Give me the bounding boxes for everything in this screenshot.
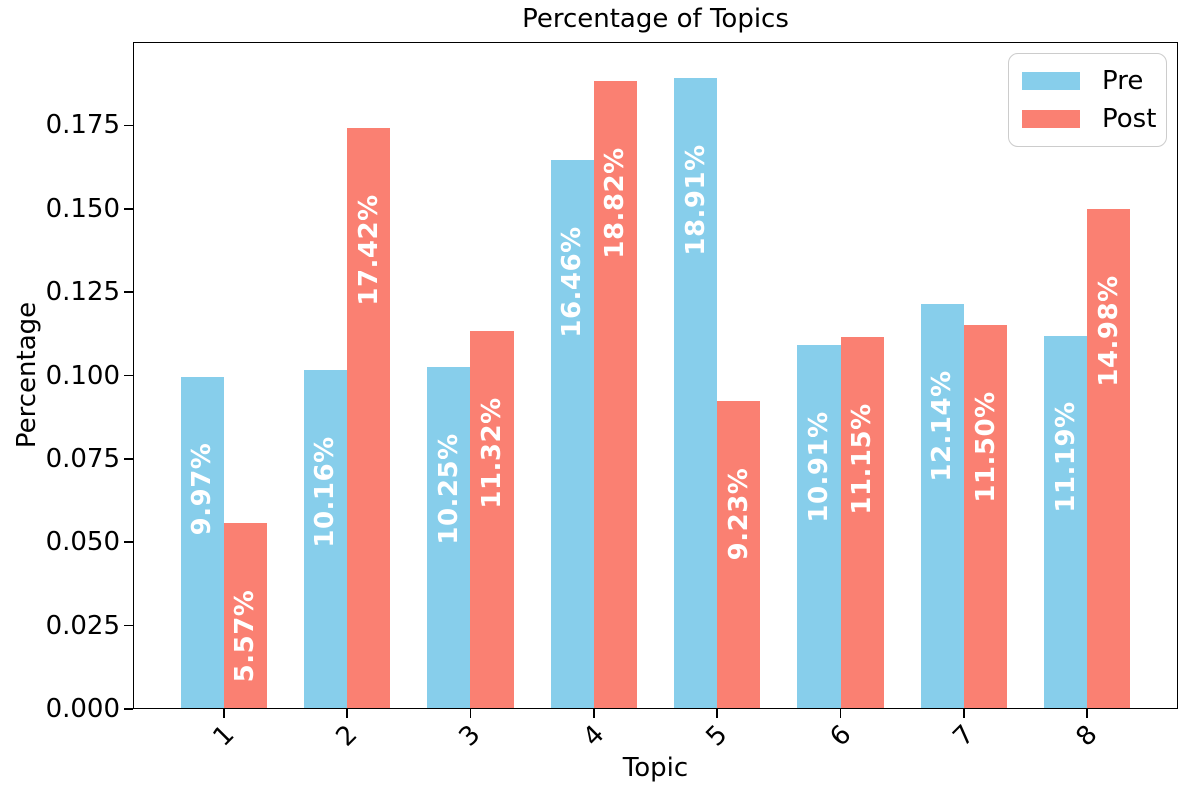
y-tick-label: 0.125	[45, 277, 120, 308]
bar-pre-topic-1: 9.97%	[180, 376, 224, 709]
bar-pre-topic-4: 16.46%	[550, 160, 594, 709]
bar-value-label: 11.15%	[847, 403, 878, 515]
bar-value-label: 16.46%	[557, 225, 588, 338]
x-tick-mark	[839, 709, 842, 718]
x-axis-ticks: 1 2 3 4 5 6 7 8	[133, 709, 1178, 769]
x-tick-label: 6	[824, 719, 858, 753]
bar-post-topic-1: 5.57%	[223, 523, 267, 709]
x-tick-mark	[469, 709, 472, 718]
y-tick-label: 0.025	[45, 610, 120, 641]
legend: Pre Post	[1008, 53, 1167, 147]
bar-pre-topic-6: 10.91%	[797, 345, 841, 709]
bar-pre-topic-5: 18.91%	[674, 78, 718, 709]
y-tick-label: 0.150	[45, 193, 120, 224]
x-tick-label: 4	[577, 719, 611, 753]
legend-label-post: Post	[1102, 104, 1157, 134]
bar-post-topic-6: 11.15%	[840, 337, 884, 709]
bar-post-topic-5: 9.23%	[717, 401, 761, 709]
x-tick-mark	[346, 709, 348, 718]
x-axis-label: Topic	[622, 753, 689, 783]
y-axis-ticks: 0.000 0.025 0.050 0.075 0.100 0.125 0.150 0.175	[46, 42, 1178, 724]
bar-pre-topic-7: 12.14%	[920, 304, 964, 709]
y-tick-label: 0.075	[45, 443, 120, 474]
legend-item-post: Post	[1022, 105, 1166, 133]
bar-pre-topic-2: 10.16%	[303, 370, 348, 709]
x-tick-mark	[1086, 709, 1089, 718]
y-tick-mark	[124, 458, 133, 460]
x-tick-label: 7	[947, 719, 981, 753]
bar-value-label: 17.42%	[353, 193, 384, 306]
y-tick-label: 0.050	[45, 527, 120, 558]
x-tick-label: 3	[453, 719, 487, 753]
y-tick-label: 0.175	[45, 110, 120, 141]
bar-post-topic-4: 18.82%	[593, 81, 637, 709]
bars-layer: 9.97% 10.16% 10.25% 16.46% 18.91% 10.91% 12.14…	[133, 42, 1178, 709]
bar-value-label: 5.57%	[230, 589, 261, 683]
bar-value-label: 10.25%	[433, 433, 464, 545]
x-tick-mark	[716, 709, 719, 718]
bar-value-label: 10.16%	[310, 436, 341, 548]
bar-value-label: 10.91%	[803, 411, 834, 523]
chart-title: Percentage of Topics	[522, 4, 789, 34]
bar-value-label: 18.82%	[600, 147, 631, 259]
bar-value-label: 11.50%	[970, 391, 1001, 503]
bar-value-label: 11.32%	[477, 397, 507, 509]
x-tick-mark	[222, 709, 225, 718]
bar-post-topic-2: 17.42%	[347, 128, 391, 709]
bar-value-label: 14.98%	[1093, 275, 1124, 387]
bar-post-topic-3: 11.32%	[470, 331, 514, 709]
bar-value-label: 9.97%	[187, 442, 218, 536]
bar-pre-topic-8: 11.19%	[1044, 335, 1088, 709]
x-tick-label: 8	[1070, 719, 1104, 753]
bar-value-label: 11.19%	[1050, 401, 1081, 513]
y-tick-mark	[124, 207, 133, 210]
x-tick-label: 1	[207, 719, 241, 753]
bar-value-label: 9.23%	[723, 467, 754, 561]
y-tick-mark	[124, 541, 133, 544]
bar-value-label: 18.91%	[680, 144, 711, 256]
y-tick-label: 0.100	[45, 360, 120, 391]
x-tick-mark	[592, 709, 595, 718]
bar-post-topic-8: 14.98%	[1087, 209, 1131, 709]
legend-swatch-post-icon	[1022, 110, 1080, 128]
bar-value-label: 12.14%	[927, 369, 958, 482]
x-tick-mark	[963, 709, 965, 718]
y-tick-mark	[124, 708, 133, 710]
x-tick-label: 2	[330, 719, 364, 753]
y-tick-mark	[124, 124, 133, 127]
y-tick-mark	[124, 624, 133, 627]
bar-post-topic-7: 11.50%	[963, 325, 1008, 709]
x-tick-label: 5	[700, 719, 734, 753]
legend-item-pre: Pre	[1022, 67, 1166, 95]
bar-pre-topic-3: 10.25%	[427, 367, 471, 709]
y-tick-mark	[124, 374, 133, 377]
legend-swatch-pre-icon	[1022, 72, 1080, 90]
legend-label-pre: Pre	[1102, 66, 1144, 96]
y-tick-mark	[124, 291, 133, 293]
y-tick-label: 0.000	[45, 694, 120, 724]
plot-area: 0.000 0.025 0.050 0.075 0.100 0.125 0.150 0.175…	[46, 42, 1178, 752]
